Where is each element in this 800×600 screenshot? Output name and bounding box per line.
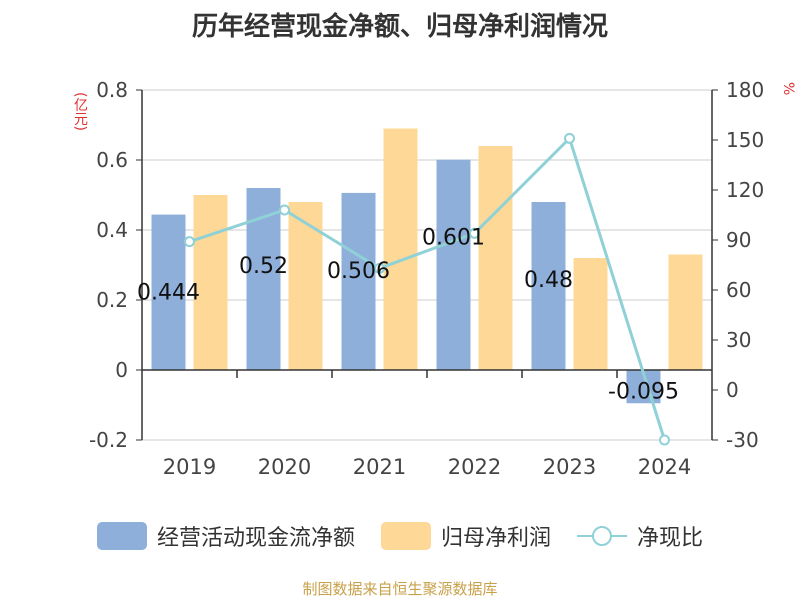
legend-swatch-net-profit xyxy=(380,522,431,550)
right-tick-label: 150 xyxy=(726,128,764,152)
category-label: 2019 xyxy=(163,455,216,479)
left-tick-label: 0.4 xyxy=(96,218,128,242)
left-tick-label: 0 xyxy=(115,358,128,382)
right-tick-label: 90 xyxy=(726,228,751,252)
legend-label-ratio: 净现比 xyxy=(637,526,704,551)
legend-item-ratio[interactable]: 净现比 xyxy=(577,520,703,552)
category-label: 2023 xyxy=(543,455,596,479)
bar-net-profit xyxy=(288,202,323,370)
ratio-point xyxy=(564,132,575,144)
line-ratio xyxy=(189,135,666,441)
bar-cashflow xyxy=(151,214,186,370)
ratio-point xyxy=(279,204,290,216)
right-tick-label: 0 xyxy=(726,378,739,402)
left-tick-label: 0.2 xyxy=(96,288,128,312)
right-tick-label: 120 xyxy=(726,178,764,202)
category-label: 2022 xyxy=(448,455,501,479)
data-label-cashflow: 0.601 xyxy=(422,226,485,251)
chart-title: 历年经营现金净额、归母净利润情况 xyxy=(191,12,608,42)
ratio-point xyxy=(184,236,195,248)
bar-cashflow xyxy=(341,192,376,370)
data-label-cashflow: 0.48 xyxy=(524,268,573,293)
legend-item-cashflow[interactable]: 经营活动现金流净额 xyxy=(96,520,355,552)
legend-item-net-profit[interactable]: 归母净利润 xyxy=(380,520,551,552)
left-tick-label: 0.8 xyxy=(96,78,128,102)
bar-cashflow xyxy=(436,159,471,370)
right-axis-unit: % xyxy=(780,82,796,96)
legend-swatch-cashflow xyxy=(96,522,147,550)
ratio-point xyxy=(374,262,385,274)
right-tick-label: 30 xyxy=(726,328,751,352)
data-source-note: 制图数据来自恒生聚源数据库 xyxy=(302,580,498,598)
ratio-point xyxy=(469,227,480,239)
left-tick-label: -0.2 xyxy=(89,428,128,452)
left-tick-label: 0.6 xyxy=(96,148,128,172)
bar-net-profit xyxy=(193,195,228,370)
bar-net-profit xyxy=(573,258,608,370)
data-label-cashflow: 0.52 xyxy=(239,254,288,279)
data-label-cashflow: -0.095 xyxy=(608,379,679,404)
category-label: 2024 xyxy=(638,455,691,479)
bar-net-profit xyxy=(668,254,703,370)
ratio-point xyxy=(659,434,670,446)
left-axis-unit: (亿元) xyxy=(72,92,88,131)
bar-net-profit xyxy=(383,128,418,370)
category-label: 2021 xyxy=(353,455,406,479)
bar-net-profit xyxy=(478,146,513,370)
data-label-cashflow: 0.444 xyxy=(137,281,200,306)
legend: 经营活动现金流净额 归母净利润 净现比 xyxy=(0,518,800,554)
legend-label-cashflow: 经营活动现金流净额 xyxy=(156,526,355,551)
category-label: 2020 xyxy=(258,455,311,479)
right-tick-label: -30 xyxy=(726,428,759,452)
legend-swatch-ratio xyxy=(577,522,627,550)
bar-cashflow xyxy=(531,202,566,370)
data-label-cashflow: 0.506 xyxy=(327,259,390,284)
legend-label-net-profit: 归母净利润 xyxy=(440,526,551,551)
right-tick-label: 60 xyxy=(726,278,751,302)
bar-cashflow xyxy=(246,188,281,370)
right-tick-label: 180 xyxy=(726,78,764,102)
